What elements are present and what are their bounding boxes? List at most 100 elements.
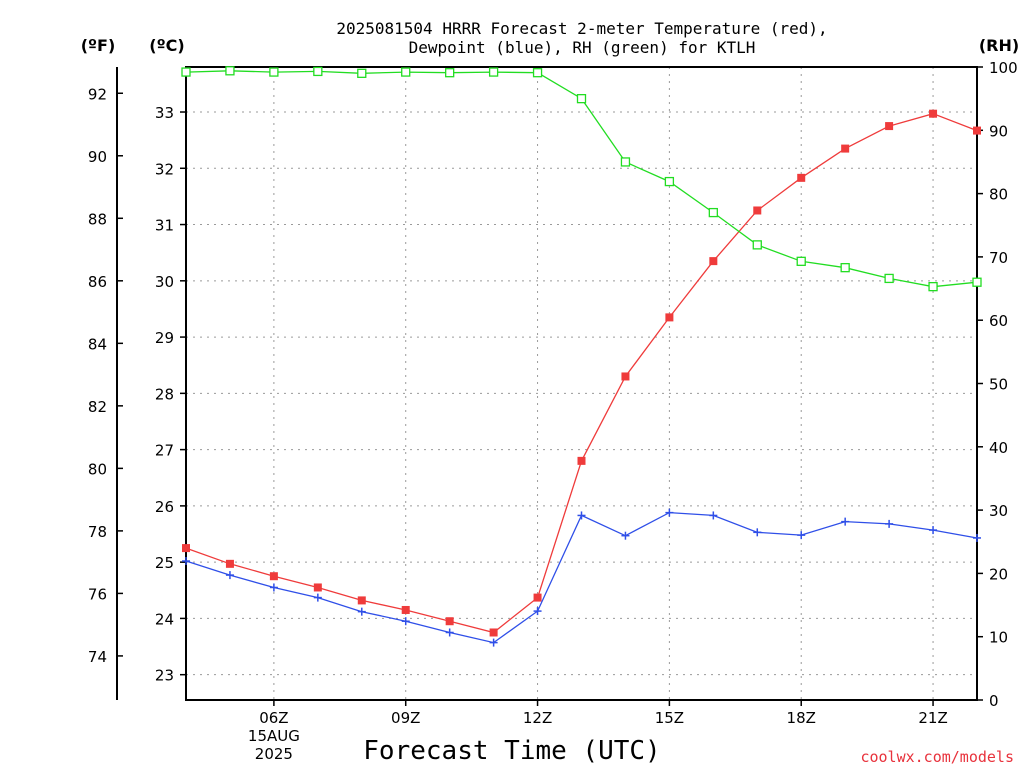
x-axis-label: Forecast Time (UTC) [363,736,660,766]
rh-point [576,94,587,104]
rh-point [972,277,982,287]
rh-tick-label: 80 [989,186,1008,204]
credit-text: coolwx.com/models [860,748,1014,766]
celsius-tick-label: 26 [155,498,174,516]
rh-point [269,67,279,77]
rh-tick-label: 90 [989,122,1008,140]
temperature-point [973,126,981,135]
fahrenheit-unit-label: (ºF) [81,36,116,55]
temperature-point [533,593,542,602]
rh-point [357,68,367,78]
rh-point [488,67,499,77]
rh-tick-label: 60 [989,312,1008,330]
dewpoint-point [709,511,718,520]
rh-point [620,157,631,167]
rh-tick-label: 70 [989,249,1008,267]
data-series [181,66,982,647]
dewpoint-point [577,511,586,520]
temperature-point [621,372,630,381]
fahrenheit-tick-label: 92 [88,85,107,103]
dewpoint-point [753,528,762,537]
rh-point [752,240,762,250]
temperature-point [885,122,894,131]
fahrenheit-tick-label: 74 [88,648,107,666]
temperature-point [841,144,850,153]
dewpoint-point [225,571,234,580]
rh-point [401,67,411,77]
fahrenheit-tick-label: 82 [88,398,107,416]
rh-point [445,68,455,78]
rh-tick-label: 20 [989,565,1008,583]
dewpoint-point [401,617,410,626]
temperature-point [489,628,498,637]
x-tick-label: 12Z [523,709,552,727]
temperature-point [401,605,410,614]
rh-unit-label: (RH) [979,36,1019,55]
celsius-tick-label: 23 [155,667,174,685]
rh-point [928,282,938,292]
x-date-label: 15AUG [248,727,300,745]
temperature-point [357,596,366,605]
temperature-point [665,313,674,322]
celsius-tick-label: 29 [155,329,174,347]
rh-point [840,263,850,273]
x-tick-label: 15Z [655,709,684,727]
rh-tick-label: 30 [989,502,1008,520]
dewpoint-point [533,607,542,616]
rh-tick-label: 40 [989,439,1008,457]
rh-point [884,273,894,284]
dewpoint-point [973,533,981,542]
series-line-temperature [185,113,978,634]
fahrenheit-tick-label: 78 [88,523,107,541]
temperature-point [313,583,322,592]
series-line-dewpoint [185,511,978,644]
dewpoint-point [357,607,366,616]
grid-lines [186,67,977,700]
rh-point [664,176,675,187]
dewpoint-point [269,583,278,592]
series-temperature [182,109,981,637]
fahrenheit-tick-label: 86 [88,273,107,291]
fahrenheit-tick-label: 80 [88,460,107,478]
dewpoint-point [445,628,454,637]
rh-point [181,67,191,77]
chart-title-line2: Dewpoint (blue), RH (green) for KTLH [409,38,756,57]
series-rh [181,66,982,292]
temperature-point [445,617,454,626]
temperature-point [929,109,938,118]
plot-frame [185,66,978,701]
temperature-point [225,559,234,568]
rh-point [313,66,323,77]
celsius-tick-label: 27 [155,442,174,460]
axes: 23 24 25 26 27 28 29 30 31 32 33 74 76 78 80 82 84 86 88 90… [88,59,1018,763]
x-tick-label: 09Z [391,709,420,727]
dewpoint-point [885,519,894,528]
celsius-tick-label: 28 [155,385,174,403]
celsius-tick-label: 32 [155,160,174,178]
rh-point [225,66,235,76]
fahrenheit-tick-label: 88 [88,210,107,228]
x-tick-label: 06Z [259,709,288,727]
temperature-point [182,544,190,553]
dewpoint-point [929,526,938,535]
dewpoint-point [621,531,630,540]
temperature-point [753,206,762,215]
temperature-point [797,173,806,182]
rh-point [708,207,718,218]
rh-tick-label: 0 [989,692,999,710]
temperature-point [577,456,586,465]
celsius-tick-label: 33 [155,104,174,122]
fahrenheit-tick-label: 84 [88,335,107,353]
rh-tick-label: 100 [989,59,1018,77]
temperature-point [269,572,278,581]
rh-tick-label: 50 [989,376,1008,394]
dewpoint-point [182,557,190,566]
celsius-tick-label: 24 [155,610,174,628]
dewpoint-point [665,508,674,517]
celsius-unit-label: (ºC) [149,36,184,55]
dewpoint-point [797,531,806,540]
dewpoint-point [313,593,322,602]
x-tick-label: 21Z [918,709,947,727]
dewpoint-point [489,638,498,647]
